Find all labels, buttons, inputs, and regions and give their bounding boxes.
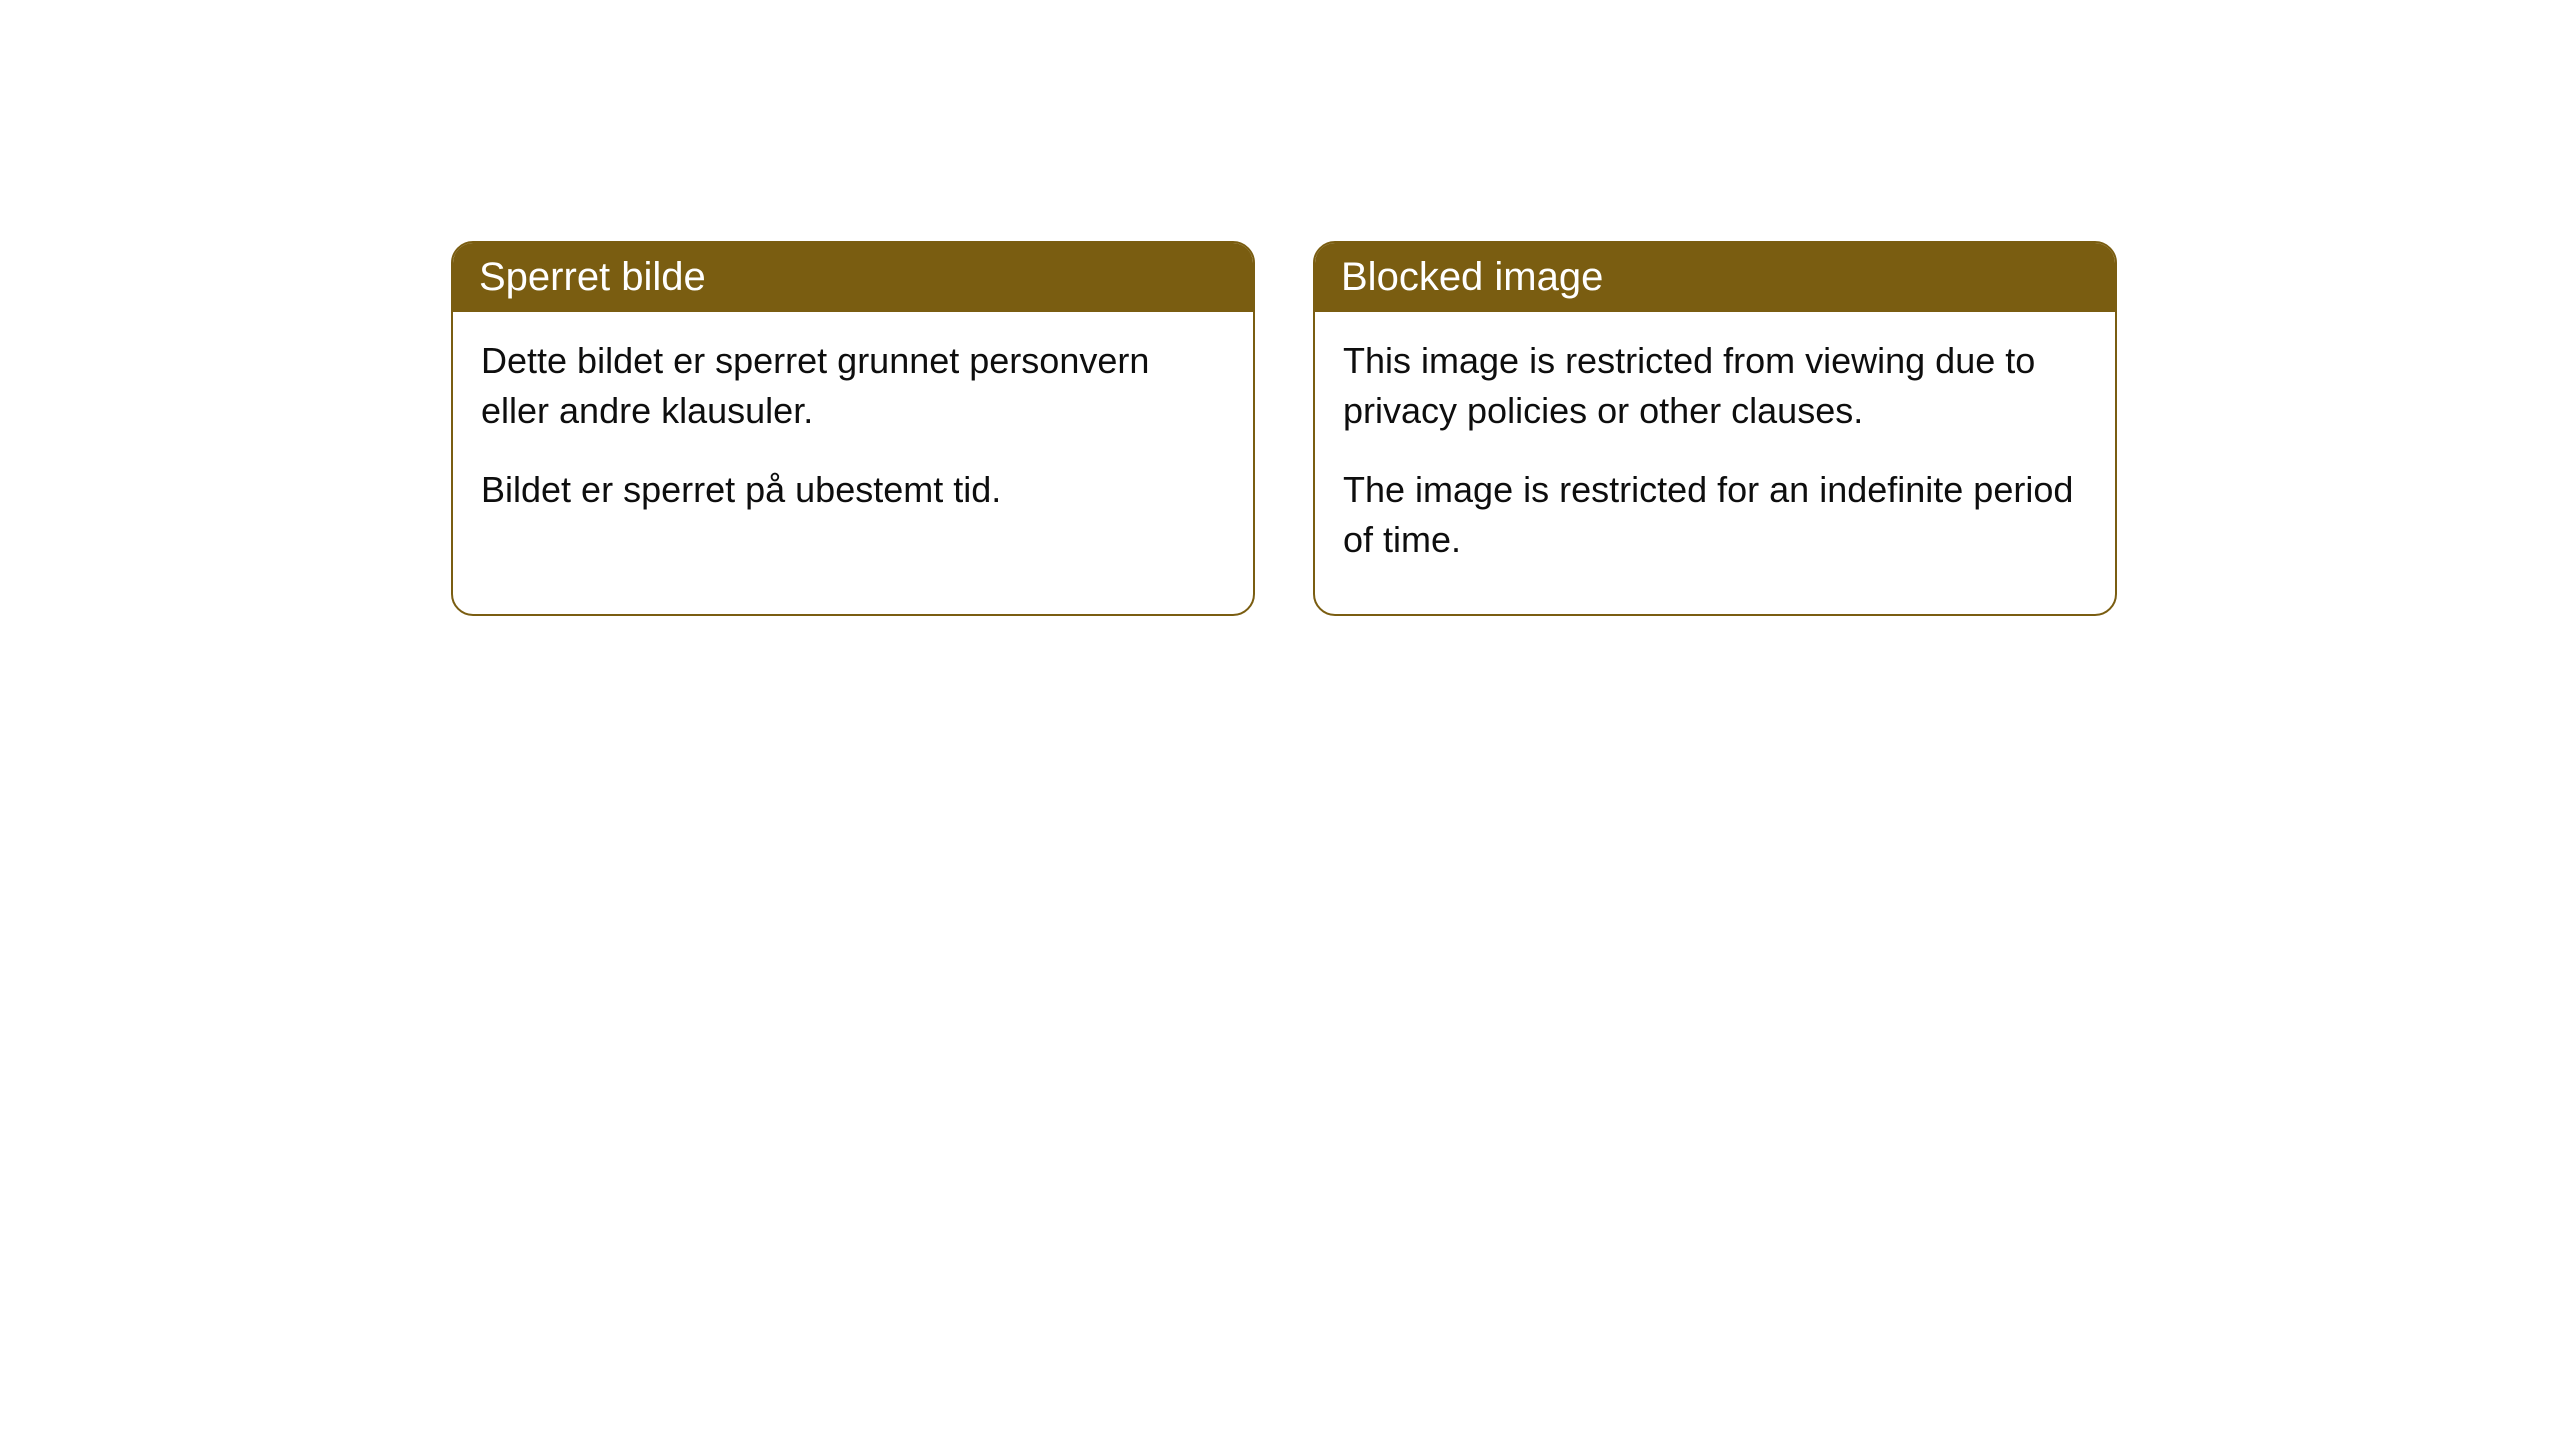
card-paragraph: Dette bildet er sperret grunnet personve… (481, 336, 1225, 437)
card-paragraph: Bildet er sperret på ubestemt tid. (481, 465, 1225, 515)
card-header: Sperret bilde (453, 243, 1253, 312)
notice-cards-container: Sperret bilde Dette bildet er sperret gr… (451, 241, 2117, 616)
card-body: This image is restricted from viewing du… (1315, 312, 2115, 614)
card-header: Blocked image (1315, 243, 2115, 312)
card-title: Blocked image (1341, 255, 1603, 299)
card-paragraph: The image is restricted for an indefinit… (1343, 465, 2087, 566)
notice-card-norwegian: Sperret bilde Dette bildet er sperret gr… (451, 241, 1255, 616)
card-paragraph: This image is restricted from viewing du… (1343, 336, 2087, 437)
notice-card-english: Blocked image This image is restricted f… (1313, 241, 2117, 616)
card-title: Sperret bilde (479, 255, 706, 299)
card-body: Dette bildet er sperret grunnet personve… (453, 312, 1253, 563)
